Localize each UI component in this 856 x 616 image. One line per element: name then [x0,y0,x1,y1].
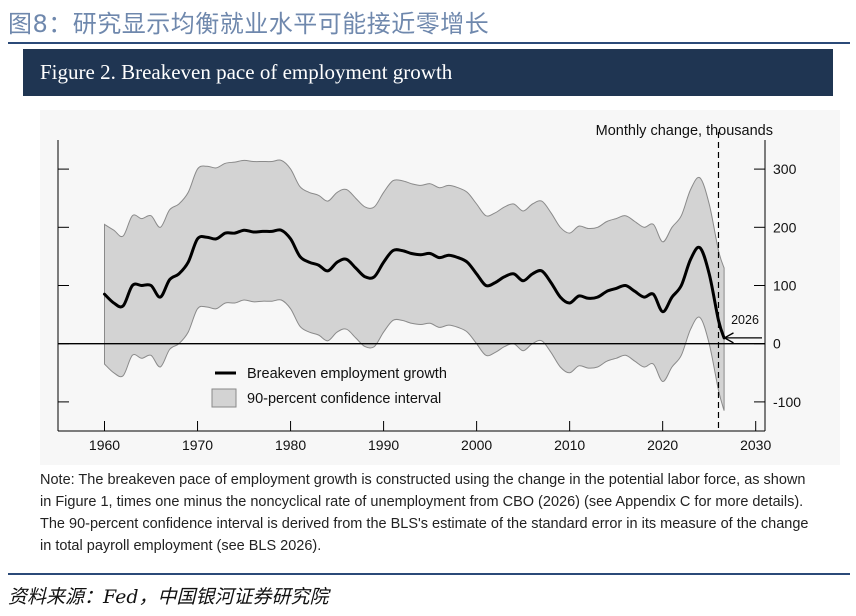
x-tick-label: 1970 [182,437,213,453]
x-tick-label: 2000 [461,437,492,453]
annotation-arrow-head [724,332,734,344]
source-line: 资料来源：Fed，中国银河证券研究院 [8,586,329,608]
figure-banner: Figure 2. Breakeven pace of employment g… [23,49,833,96]
y-tick-label: 300 [773,161,797,177]
confidence-band [104,159,725,411]
chart-area: 300 200 100 0 -100 1960 1970 1980 1990 2000 2010 20… [40,110,840,465]
legend-band-swatch [211,388,237,408]
bottom-rule [8,573,850,575]
units-label: Monthly change, thousands [596,123,773,139]
x-tick-label: 2010 [554,437,585,453]
y-tick-label: 200 [773,219,797,235]
breakeven-chart: 300 200 100 0 -100 1960 1970 1980 1990 2000 2010 20… [57,123,801,453]
x-tick-label: 2030 [740,437,771,453]
x-tick-label: 1960 [89,437,120,453]
figure-note: Note: The breakeven pace of employment g… [40,472,809,554]
y-tick-label: 0 [773,336,781,352]
title-rule [8,42,850,44]
annotation-2026: 2026 [731,313,759,327]
y-tick-label: 100 [773,278,797,294]
breakeven-line [103,228,726,340]
y-tick-label: -100 [773,394,801,410]
legend-line-label: Breakeven employment growth [247,366,447,382]
x-tick-label: 2020 [647,437,678,453]
figure-title: Figure 2. Breakeven pace of employment g… [40,60,453,84]
x-tick-label: 1980 [275,437,306,453]
x-tick-label: 1990 [368,437,399,453]
legend-band-label: 90-percent confidence interval [247,391,441,407]
report-title: 图8：研究显示均衡就业水平可能接近零增长 [8,10,490,38]
